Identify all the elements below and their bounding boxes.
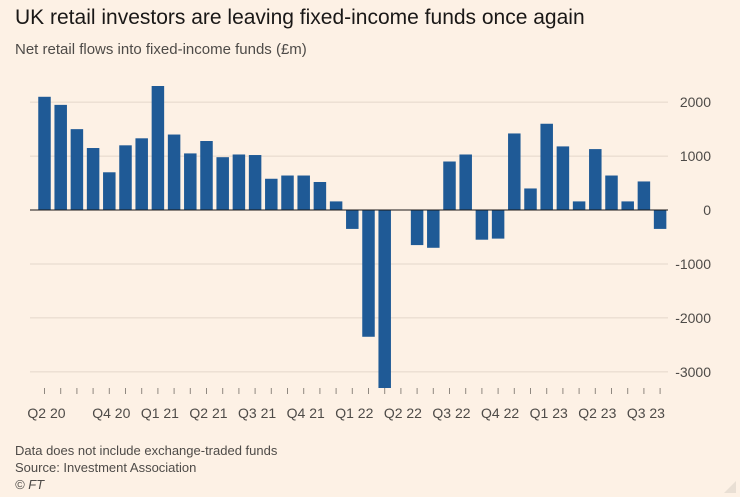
bar bbox=[443, 161, 456, 211]
bars bbox=[38, 86, 667, 388]
x-tick-label: Q2 23 bbox=[578, 405, 616, 421]
y-axis-tick-labels: 2000 1000 0 -1000 -2000 -3000 bbox=[675, 94, 711, 380]
bar bbox=[313, 181, 327, 211]
bar bbox=[151, 86, 165, 211]
bar bbox=[540, 123, 553, 211]
gridlines bbox=[30, 101, 668, 373]
bar bbox=[103, 172, 116, 211]
bar bbox=[346, 210, 359, 229]
y-tick-label: 0 bbox=[703, 202, 711, 218]
y-tick-label: 1000 bbox=[680, 148, 711, 164]
chart-title: UK retail investors are leaving fixed-in… bbox=[15, 6, 585, 29]
bar bbox=[589, 149, 602, 211]
bar bbox=[38, 96, 51, 211]
y-tick-label: -2000 bbox=[675, 310, 711, 326]
x-tick-label: Q1 22 bbox=[335, 405, 373, 421]
bar bbox=[86, 148, 100, 211]
x-tick-label: Q4 22 bbox=[481, 405, 519, 421]
y-tick-label: -1000 bbox=[675, 256, 711, 272]
bar bbox=[621, 201, 634, 211]
y-tick-label: -3000 bbox=[675, 364, 711, 380]
footnote-etf: Data does not include exchange-traded fu… bbox=[15, 443, 278, 458]
bar bbox=[637, 181, 651, 211]
bar bbox=[248, 155, 262, 211]
chart-subtitle: Net retail flows into fixed-income funds… bbox=[15, 41, 307, 58]
bar bbox=[427, 210, 440, 248]
bar bbox=[70, 129, 84, 211]
bar bbox=[491, 210, 505, 239]
x-tick-label: Q2 22 bbox=[384, 405, 422, 421]
bar bbox=[265, 178, 278, 211]
bar bbox=[167, 134, 181, 211]
bar-chart: 2000 1000 0 -1000 -2000 -3000 Q2 20 Q4 20 Q1 21… bbox=[27, 86, 711, 421]
x-tick-label: Q2 21 bbox=[189, 405, 227, 421]
bar bbox=[605, 175, 618, 211]
bar bbox=[216, 157, 229, 211]
x-tick-label: Q4 21 bbox=[287, 405, 325, 421]
x-tick-label: Q2 20 bbox=[27, 405, 65, 421]
bar bbox=[475, 210, 489, 240]
x-tick-label: Q3 22 bbox=[432, 405, 470, 421]
bar bbox=[135, 138, 148, 211]
bar bbox=[459, 154, 472, 211]
bar bbox=[378, 210, 391, 388]
bar bbox=[297, 175, 310, 211]
x-tick-label: Q1 23 bbox=[530, 405, 568, 421]
resize-corner-icon bbox=[724, 481, 736, 493]
bar bbox=[410, 210, 424, 246]
bar bbox=[524, 188, 537, 211]
bar bbox=[281, 175, 294, 211]
ft-copyright: © FT bbox=[15, 477, 45, 492]
bar bbox=[184, 153, 197, 211]
bar bbox=[508, 133, 521, 211]
y-tick-label: 2000 bbox=[680, 94, 711, 110]
x-axis-ticks: Q2 20 Q4 20 Q1 21 Q2 21 Q3 21 Q4 21 Q1 22 Q2 22… bbox=[27, 388, 665, 421]
source-note: Source: Investment Association bbox=[15, 460, 197, 475]
bar bbox=[54, 104, 67, 211]
bar bbox=[329, 201, 343, 211]
x-tick-label: Q3 23 bbox=[627, 405, 665, 421]
x-tick-label: Q1 21 bbox=[141, 405, 179, 421]
bar bbox=[232, 154, 246, 211]
bar bbox=[119, 145, 132, 211]
x-tick-label: Q4 20 bbox=[92, 405, 130, 421]
bar bbox=[653, 210, 667, 229]
x-tick-label: Q3 21 bbox=[238, 405, 276, 421]
bar bbox=[556, 146, 570, 211]
bar bbox=[572, 201, 586, 211]
bar bbox=[200, 141, 213, 211]
bar bbox=[362, 210, 375, 337]
